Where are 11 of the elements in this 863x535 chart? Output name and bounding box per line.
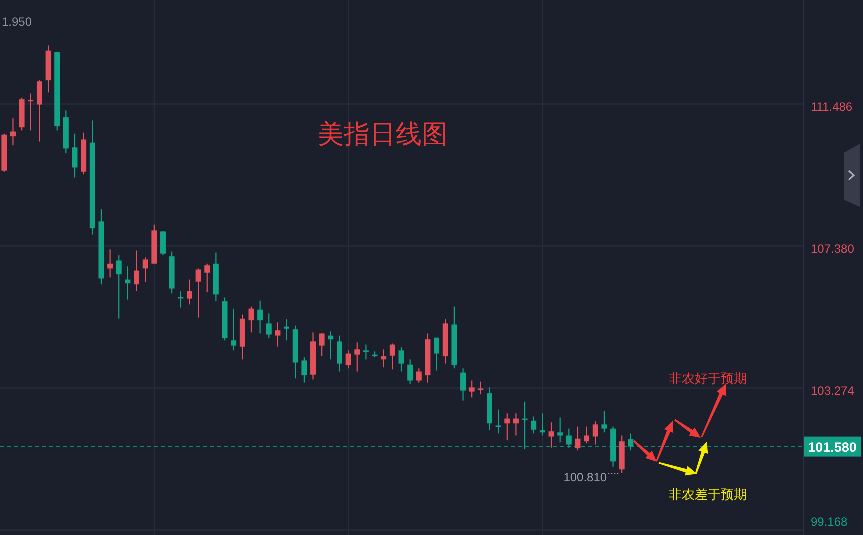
ref-line-label: 101.580 — [808, 440, 857, 455]
y-tick-label: 107.380 — [811, 242, 855, 256]
annotation: 非农好于预期 — [669, 371, 747, 386]
y-tick-label: 103.274 — [811, 384, 855, 398]
title: 美指日线图 — [318, 119, 448, 149]
y-tick-label: 99.168 — [811, 515, 848, 529]
annotation: 非农差于预期 — [669, 487, 747, 502]
annotation: 1.950 — [2, 15, 32, 29]
y-tick-label: 111.486 — [811, 100, 853, 114]
annotation: 100.810 — [564, 470, 608, 484]
annotation: 100.810 — [564, 470, 620, 484]
